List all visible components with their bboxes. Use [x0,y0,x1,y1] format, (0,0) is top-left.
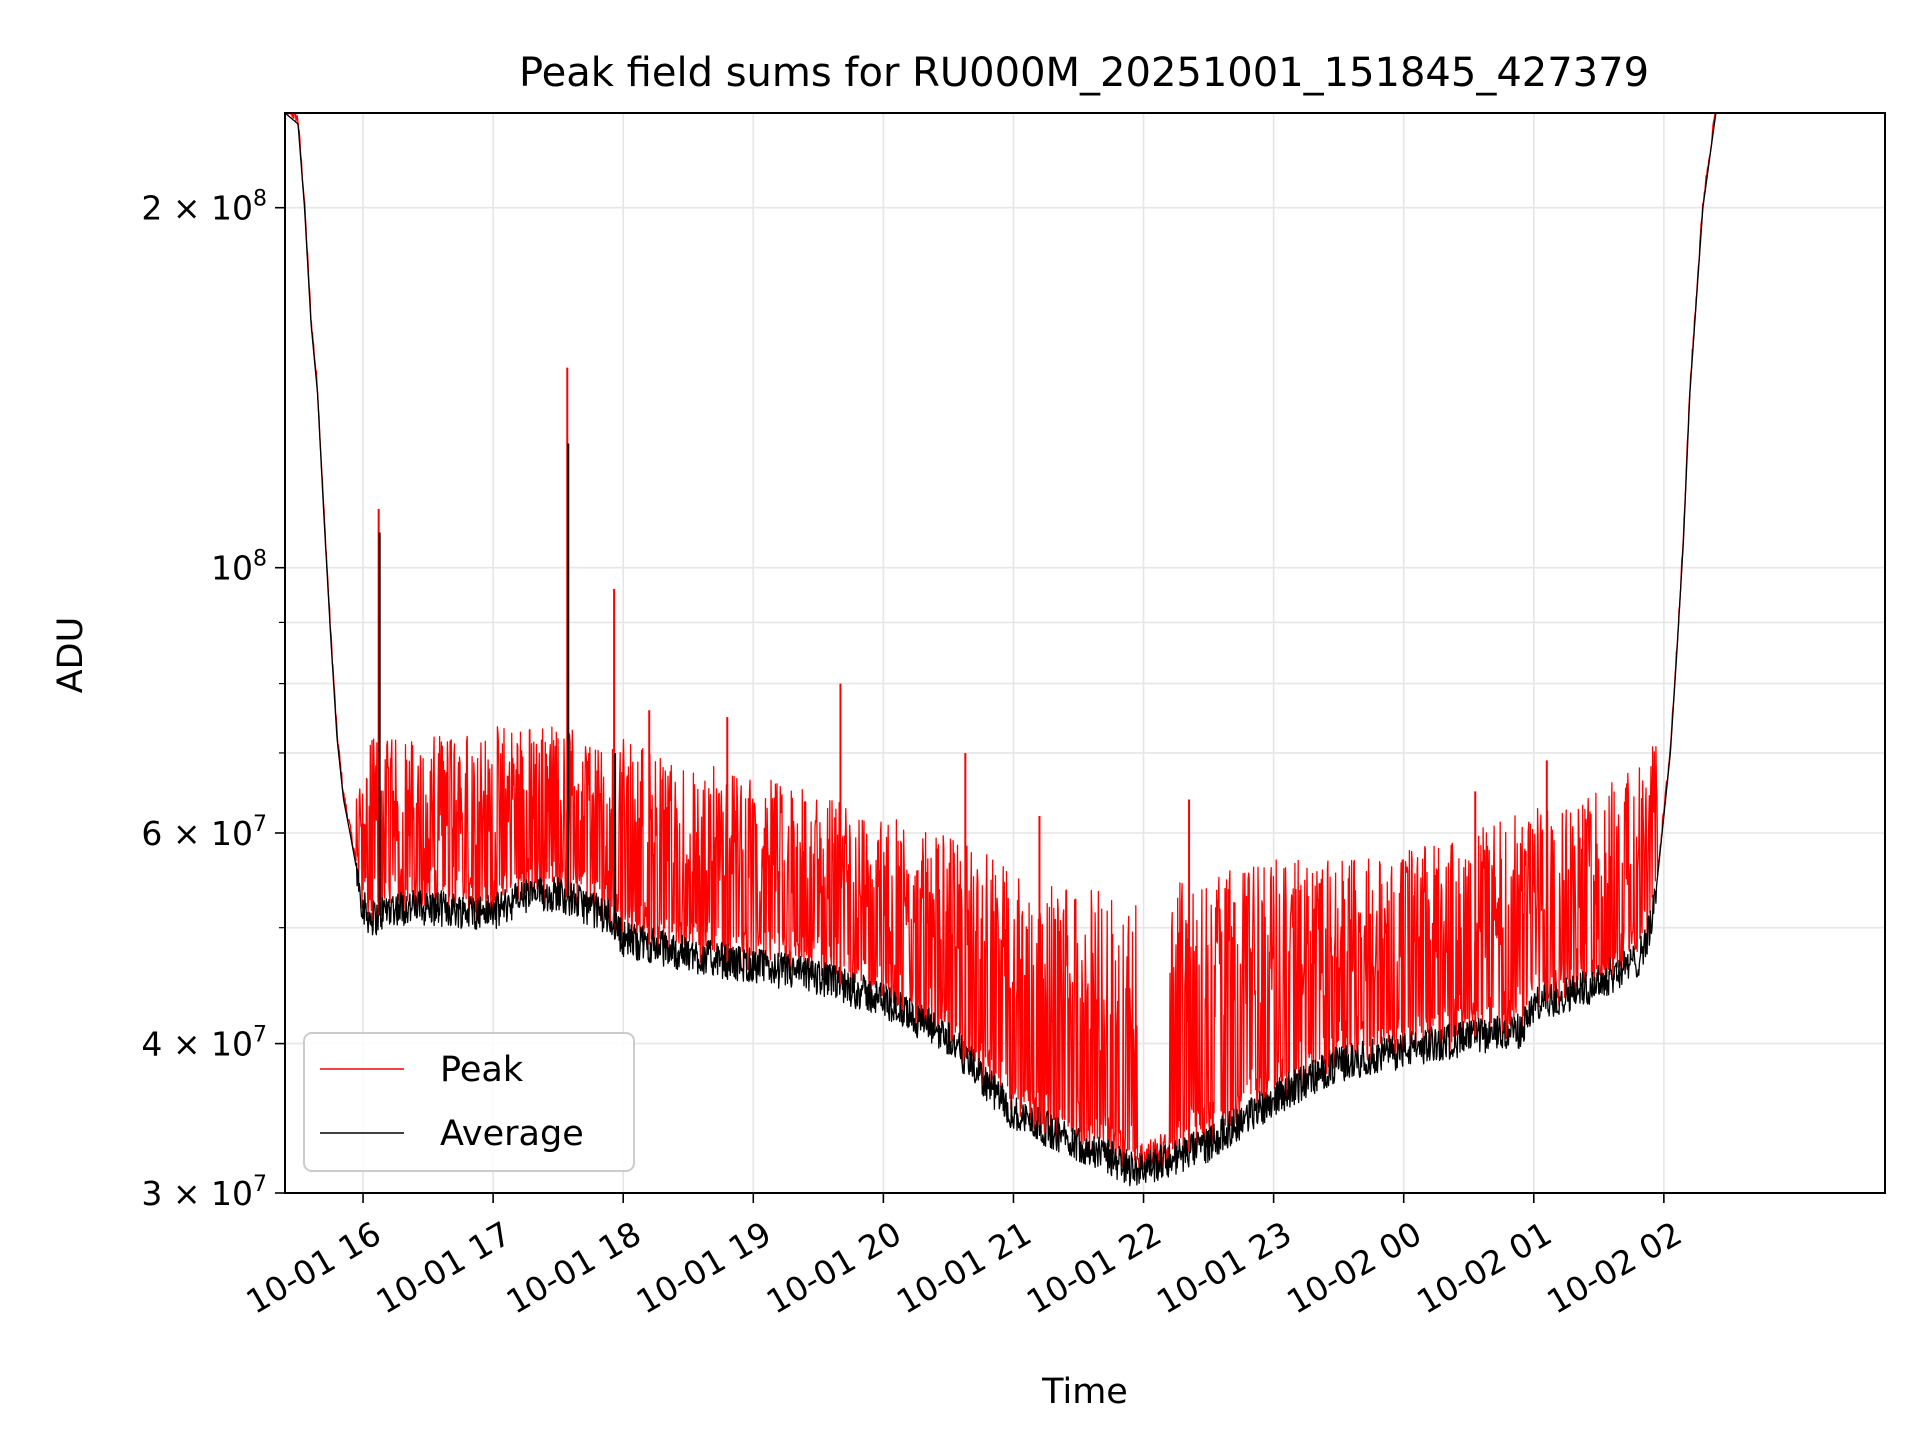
series-layer [285,113,1717,1187]
y-tick-label: 2 × 108 [141,187,267,228]
legend-peak-label: Peak [440,1050,524,1090]
y-axis-label: ADU [51,617,91,694]
x-axis-label: Time [1041,1372,1128,1412]
plot-area [284,112,1886,1194]
y-tick-label: 4 × 107 [141,1023,267,1064]
plot-frame [284,112,1886,1194]
chart-title: Peak field sums for RU000M_20251001_1518… [519,50,1649,96]
series-average-line [285,113,1717,1187]
y-tick-label: 6 × 107 [141,812,267,853]
y-tick-label: 3 × 107 [141,1172,267,1213]
y-tick-label: 108 [211,547,267,588]
legend: Peak Average [303,1032,635,1172]
legend-average-label: Average [440,1114,584,1154]
legend-frame [303,1032,635,1172]
